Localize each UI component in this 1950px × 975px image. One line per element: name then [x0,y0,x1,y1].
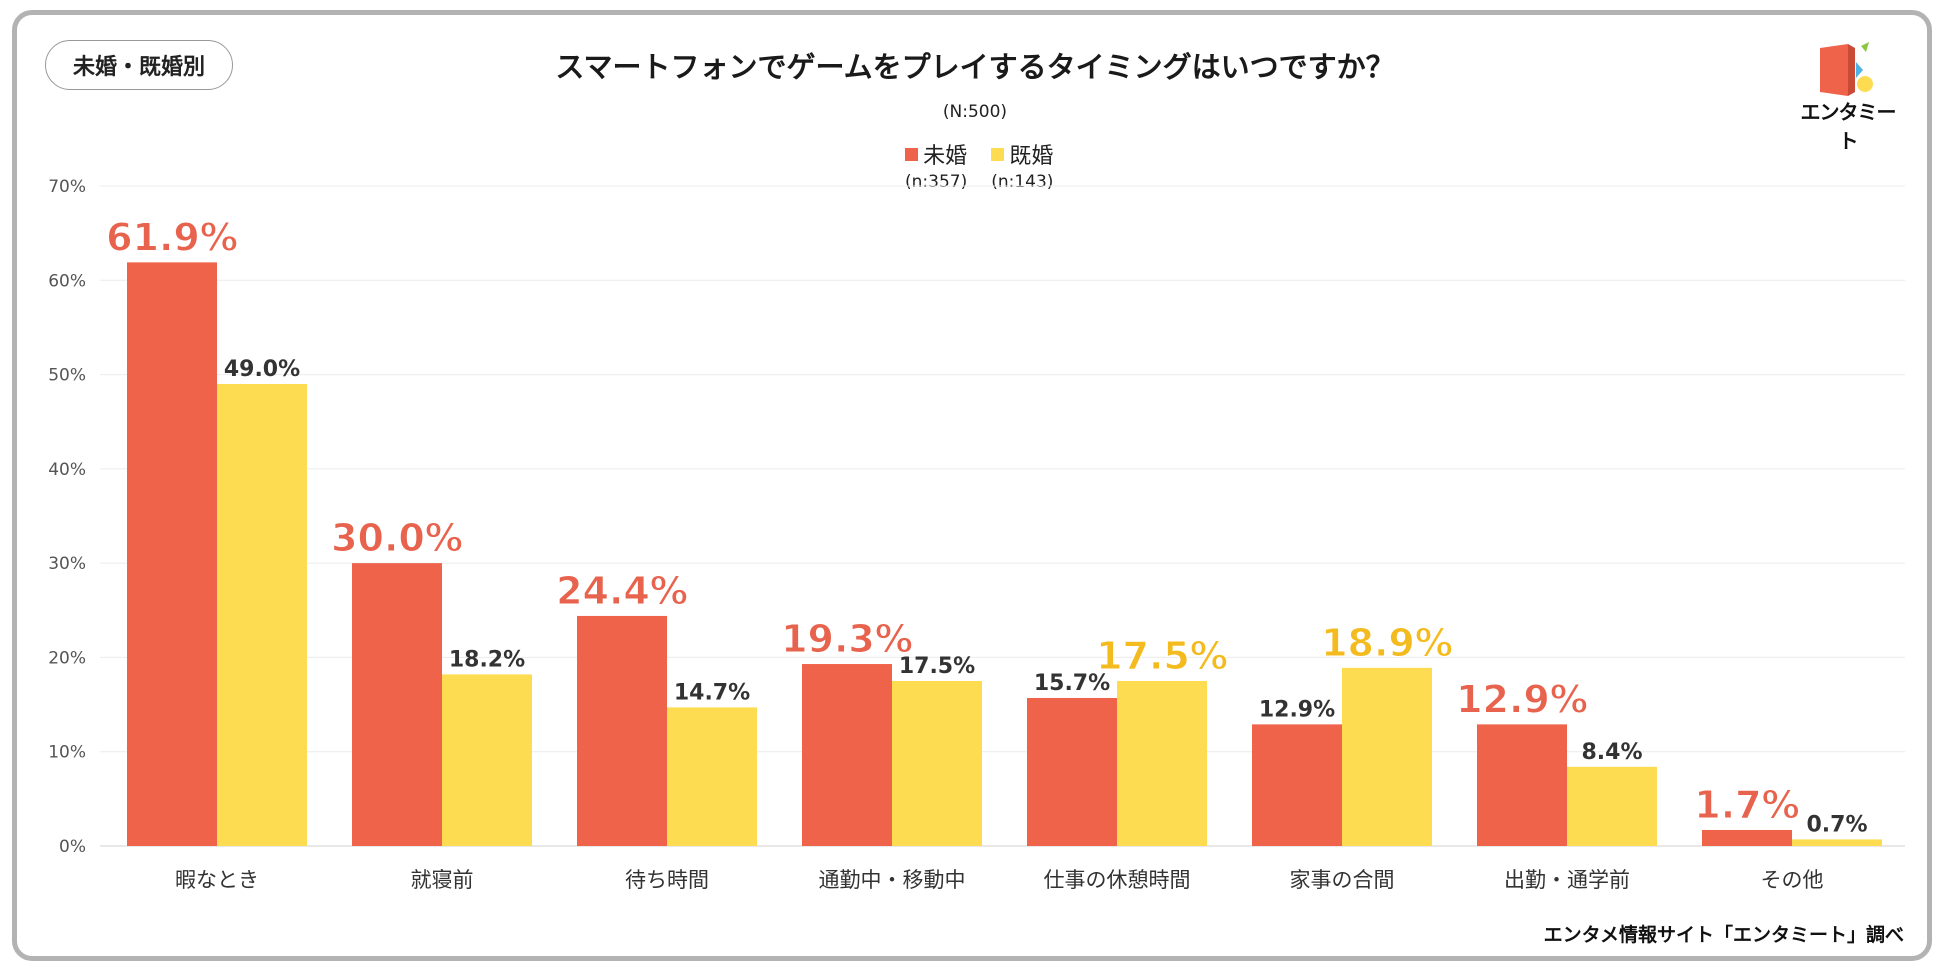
data-label: 1.7% [1694,783,1799,827]
data-label: 18.2% [449,647,525,672]
legend: 未婚 (n:357) 既婚 (n:143) [905,138,1054,192]
x-category-label: 待ち時間 [625,868,709,892]
source-credit: エンタメ情報サイト「エンタミート」調べ [1543,924,1904,946]
x-category-label: その他 [1761,868,1824,892]
x-category-label: 出勤・通学前 [1504,868,1630,892]
y-tick-label: 40% [48,460,86,480]
bar-unmarried [802,664,892,846]
x-category-label: 通勤中・移動中 [819,868,966,892]
y-tick-label: 20% [48,648,86,668]
data-label: 24.4% [556,569,688,613]
segment-badge: 未婚・既婚別 [45,40,233,90]
x-category-label: 就寝前 [411,868,474,892]
bar-married [1117,681,1207,846]
legend-n-married: (n:143) [991,172,1054,192]
data-label: 17.5% [1096,634,1228,678]
bar-married [667,707,757,846]
bar-unmarried [352,563,442,846]
bar-married [1792,839,1882,846]
bar-married [217,384,307,846]
sample-size: (N:500) [942,102,1008,122]
bar-married [892,681,982,846]
data-label: 14.7% [674,680,750,705]
legend-label-married: 既婚 [1009,144,1054,169]
data-label: 30.0% [331,516,463,560]
x-category-label: 暇なとき [175,868,259,892]
bar-unmarried [1027,697,1117,846]
legend-item-married: 既婚 (n:143) [991,138,1054,192]
y-tick-label: 60% [48,271,86,291]
brand-logo: エンタミート [1793,40,1903,153]
legend-item-unmarried: 未婚 (n:357) [905,138,968,192]
y-tick-label: 50% [48,366,86,386]
legend-label-unmarried: 未婚 [923,144,968,169]
logo-mark-icon [1820,42,1873,96]
data-label: 12.9% [1456,677,1588,721]
bar-married [1342,667,1432,846]
data-label: 61.9% [106,215,238,259]
x-category-label: 仕事の休憩時間 [1044,868,1191,892]
data-label: 15.7% [1034,671,1110,696]
bar-unmarried [127,262,217,846]
data-label: 0.7% [1806,812,1867,837]
x-category-label: 家事の合間 [1290,868,1395,892]
logo-text: エンタミート [1800,100,1897,153]
data-label: 18.9% [1321,621,1453,665]
data-label: 19.3% [781,617,913,661]
legend-swatch-unmarried [905,147,919,161]
legend-swatch-married [991,147,1005,161]
data-label: 49.0% [224,357,300,382]
data-label: 8.4% [1581,740,1642,765]
data-label: 12.9% [1259,697,1335,722]
bar-married [1567,766,1657,846]
y-tick-label: 0% [59,837,86,857]
y-tick-label: 30% [48,554,86,574]
data-label: 17.5% [899,654,975,679]
bar-unmarried [577,615,667,846]
y-tick-label: 10% [48,743,86,763]
bar-unmarried [1252,724,1342,846]
chart-title: スマートフォンでゲームをプレイするタイミングはいつですか？ [555,50,1395,84]
y-tick-label: 70% [48,177,86,197]
bar-married [442,674,532,846]
bar-unmarried [1477,724,1567,846]
bar-unmarried [1702,829,1792,846]
legend-n-unmarried: (n:357) [905,172,968,192]
